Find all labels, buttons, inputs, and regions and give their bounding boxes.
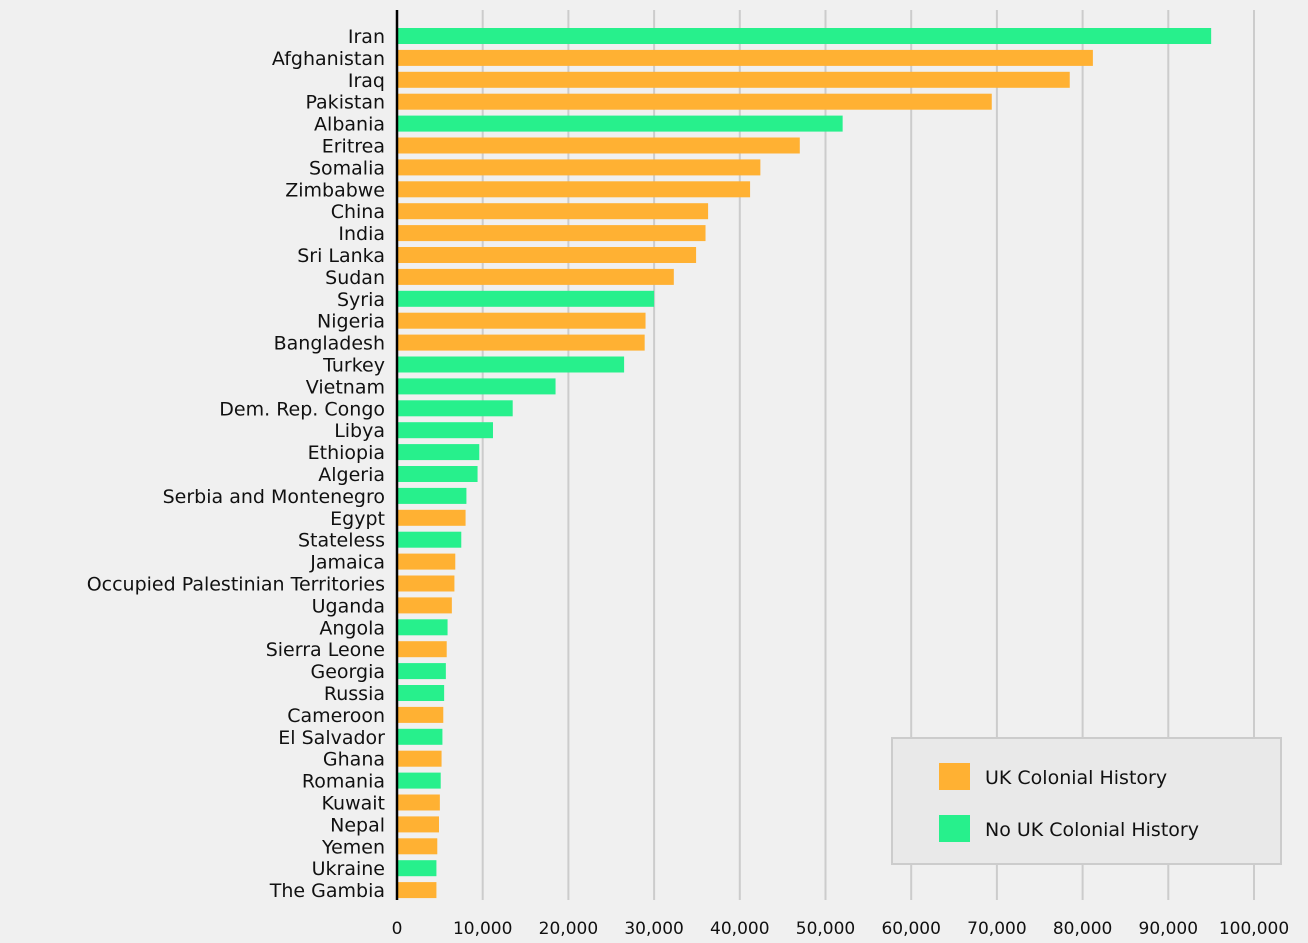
category-label-8: China (331, 201, 385, 223)
bar-37 (397, 838, 438, 855)
category-label-33: Ghana (323, 749, 385, 771)
category-label-34: Romania (302, 771, 385, 793)
category-label-26: Uganda (312, 595, 385, 617)
bar-35 (397, 794, 440, 811)
category-label-37: Yemen (321, 836, 385, 858)
category-label-1: Afghanistan (272, 48, 385, 70)
bar-16 (397, 378, 556, 395)
bar-29 (397, 663, 446, 680)
x-tick-label-5: 50,000 (796, 919, 855, 939)
bar-0 (397, 28, 1212, 44)
legend-label-no: No UK Colonial History (985, 819, 1199, 841)
x-tick-label-7: 70,000 (967, 919, 1026, 939)
x-tick-label-8: 80,000 (1053, 919, 1112, 939)
category-label-38: Ukraine (312, 858, 385, 880)
bar-13 (397, 312, 646, 329)
category-label-17: Dem. Rep. Congo (219, 398, 385, 420)
category-label-39: The Gambia (269, 880, 385, 902)
bar-14 (397, 334, 645, 351)
category-label-3: Pakistan (305, 92, 385, 114)
bar-27 (397, 619, 448, 636)
x-tick-label-3: 30,000 (624, 919, 683, 939)
x-tick-label-9: 90,000 (1139, 919, 1198, 939)
bar-38 (397, 860, 437, 877)
category-label-12: Syria (337, 289, 385, 311)
bar-22 (397, 509, 466, 526)
category-label-5: Eritrea (322, 136, 385, 158)
bar-30 (397, 685, 445, 701)
category-label-25: Occupied Palestinian Territories (87, 574, 385, 596)
category-label-18: Libya (334, 420, 385, 442)
category-label-27: Angola (319, 617, 385, 639)
x-tick-label-0: 0 (392, 919, 403, 939)
bar-23 (397, 531, 462, 548)
category-label-14: Bangladesh (274, 333, 385, 355)
x-tick-label-1: 10,000 (453, 919, 512, 939)
bar-7 (397, 181, 751, 198)
category-label-13: Nigeria (317, 311, 385, 333)
legend-label-uk: UK Colonial History (985, 767, 1167, 789)
category-label-36: Nepal (330, 814, 385, 836)
category-label-30: Russia (324, 683, 385, 705)
bar-34 (397, 772, 441, 789)
category-label-6: Somalia (309, 157, 385, 179)
bar-17 (397, 400, 513, 417)
bar-4 (397, 115, 843, 132)
category-label-31: Cameroon (287, 705, 385, 727)
bar-24 (397, 553, 456, 570)
x-tick-label-2: 20,000 (539, 919, 598, 939)
bar-15 (397, 356, 625, 373)
category-label-19: Ethiopia (308, 442, 385, 464)
category-label-10: Sri Lanka (297, 245, 385, 267)
x-tick-label-6: 60,000 (881, 919, 940, 939)
bar-2 (397, 71, 1070, 88)
category-label-28: Sierra Leone (266, 639, 385, 661)
bar-12 (397, 290, 655, 307)
category-label-2: Iraq (348, 70, 385, 92)
bar-11 (397, 268, 674, 285)
bar-25 (397, 575, 455, 592)
bar-31 (397, 706, 444, 723)
category-label-35: Kuwait (322, 793, 385, 815)
category-label-32: El Salvador (278, 727, 385, 749)
category-label-7: Zimbabwe (285, 179, 385, 201)
bar-1 (397, 49, 1093, 66)
bar-39 (397, 882, 437, 899)
legend-swatch-uk (939, 763, 970, 790)
bar-36 (397, 816, 439, 833)
category-label-21: Serbia and Montenegro (163, 486, 385, 508)
category-label-15: Turkey (322, 355, 385, 377)
bar-3 (397, 93, 992, 110)
bar-33 (397, 750, 442, 767)
bar-10 (397, 247, 697, 263)
bar-21 (397, 487, 467, 504)
bar-20 (397, 466, 478, 482)
bar-6 (397, 159, 761, 176)
bar-26 (397, 597, 452, 614)
category-label-16: Vietnam (306, 376, 385, 398)
category-label-4: Albania (314, 114, 385, 136)
bar-5 (397, 137, 800, 154)
bar-19 (397, 444, 480, 461)
bar-32 (397, 728, 443, 745)
bar-18 (397, 422, 493, 439)
x-tick-label-4: 40,000 (710, 919, 769, 939)
bar-8 (397, 203, 709, 220)
category-label-22: Egypt (330, 508, 385, 530)
category-label-0: Iran (348, 26, 385, 48)
category-label-11: Sudan (325, 267, 385, 289)
bar-28 (397, 641, 447, 658)
category-label-24: Jamaica (309, 552, 385, 574)
category-label-20: Algeria (318, 464, 385, 486)
category-label-23: Stateless (298, 530, 385, 552)
legend-box (891, 737, 1282, 865)
category-label-29: Georgia (311, 661, 386, 683)
x-tick-label-10: 100,000 (1219, 919, 1289, 939)
bar-9 (397, 225, 706, 242)
legend-swatch-no (939, 815, 970, 842)
category-label-9: India (338, 223, 385, 245)
